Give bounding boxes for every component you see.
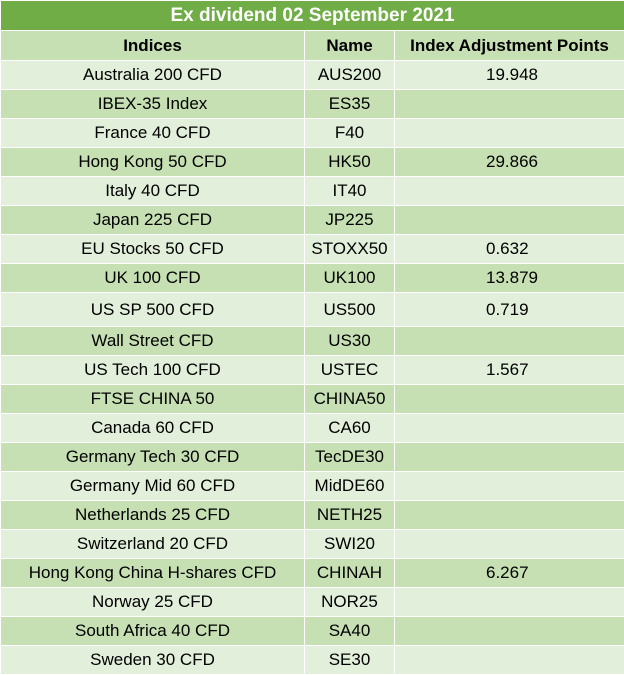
header-row: Indices Name Index Adjustment Points bbox=[1, 31, 624, 61]
cell-adjustment-points: 0.719 bbox=[395, 293, 624, 327]
cell-name: CA60 bbox=[305, 414, 395, 443]
header-name: Name bbox=[305, 31, 395, 61]
cell-name: CHINA50 bbox=[305, 385, 395, 414]
cell-name: SWI20 bbox=[305, 530, 395, 559]
cell-adjustment-points bbox=[395, 90, 624, 119]
cell-adjustment-points: 19.948 bbox=[395, 61, 624, 90]
cell-adjustment-points bbox=[395, 414, 624, 443]
cell-index: IBEX-35 Index bbox=[1, 90, 305, 119]
cell-adjustment-points bbox=[395, 327, 624, 356]
cell-adjustment-points bbox=[395, 501, 624, 530]
table-title: Ex dividend 02 September 2021 bbox=[1, 1, 624, 31]
cell-name: CHINAH bbox=[305, 559, 395, 588]
cell-adjustment-points bbox=[395, 588, 624, 617]
cell-index: Japan 225 CFD bbox=[1, 206, 305, 235]
cell-index: Germany Tech 30 CFD bbox=[1, 443, 305, 472]
cell-index: Sweden 30 CFD bbox=[1, 646, 305, 675]
cell-index: Wall Street CFD bbox=[1, 327, 305, 356]
cell-name: NOR25 bbox=[305, 588, 395, 617]
cell-name: HK50 bbox=[305, 148, 395, 177]
cell-name: TecDE30 bbox=[305, 443, 395, 472]
cell-name: SA40 bbox=[305, 617, 395, 646]
cell-index: Hong Kong 50 CFD bbox=[1, 148, 305, 177]
cell-name: US500 bbox=[305, 293, 395, 327]
cell-adjustment-points bbox=[395, 385, 624, 414]
cell-index: Australia 200 CFD bbox=[1, 61, 305, 90]
header-indices: Indices bbox=[1, 31, 305, 61]
cell-adjustment-points bbox=[395, 177, 624, 206]
cell-index: France 40 CFD bbox=[1, 119, 305, 148]
cell-name: UK100 bbox=[305, 264, 395, 293]
cell-name: JP225 bbox=[305, 206, 395, 235]
cell-index: Canada 60 CFD bbox=[1, 414, 305, 443]
cell-name: F40 bbox=[305, 119, 395, 148]
cell-adjustment-points: 29.866 bbox=[395, 148, 624, 177]
cell-adjustment-points bbox=[395, 530, 624, 559]
cell-index: Netherlands 25 CFD bbox=[1, 501, 305, 530]
title-row: Ex dividend 02 September 2021 bbox=[1, 1, 624, 31]
cell-index: US SP 500 CFD bbox=[1, 293, 305, 327]
cell-name: IT40 bbox=[305, 177, 395, 206]
cell-adjustment-points: 6.267 bbox=[395, 559, 624, 588]
cell-adjustment-points: 1.567 bbox=[395, 356, 624, 385]
cell-index: Germany Mid 60 CFD bbox=[1, 472, 305, 501]
cell-index: Hong Kong China H-shares CFD bbox=[1, 559, 305, 588]
cell-name: SE30 bbox=[305, 646, 395, 675]
cell-adjustment-points bbox=[395, 646, 624, 675]
cell-adjustment-points bbox=[395, 443, 624, 472]
cell-name: STOXX50 bbox=[305, 235, 395, 264]
cell-adjustment-points bbox=[395, 119, 624, 148]
cell-adjustment-points: 13.879 bbox=[395, 264, 624, 293]
cell-name: US30 bbox=[305, 327, 395, 356]
cell-name: ES35 bbox=[305, 90, 395, 119]
cell-name: USTEC bbox=[305, 356, 395, 385]
cell-index: Italy 40 CFD bbox=[1, 177, 305, 206]
cell-index: US Tech 100 CFD bbox=[1, 356, 305, 385]
cell-adjustment-points bbox=[395, 206, 624, 235]
cell-adjustment-points bbox=[395, 472, 624, 501]
cell-adjustment-points bbox=[395, 617, 624, 646]
cell-index: UK 100 CFD bbox=[1, 264, 305, 293]
cell-index: Norway 25 CFD bbox=[1, 588, 305, 617]
cell-name: MidDE60 bbox=[305, 472, 395, 501]
header-adjustment-points: Index Adjustment Points bbox=[395, 31, 624, 61]
cell-index: South Africa 40 CFD bbox=[1, 617, 305, 646]
cell-index: Switzerland 20 CFD bbox=[1, 530, 305, 559]
cell-index: EU Stocks 50 CFD bbox=[1, 235, 305, 264]
cell-index: FTSE CHINA 50 bbox=[1, 385, 305, 414]
cell-name: NETH25 bbox=[305, 501, 395, 530]
cell-adjustment-points: 0.632 bbox=[395, 235, 624, 264]
cell-name: AUS200 bbox=[305, 61, 395, 90]
